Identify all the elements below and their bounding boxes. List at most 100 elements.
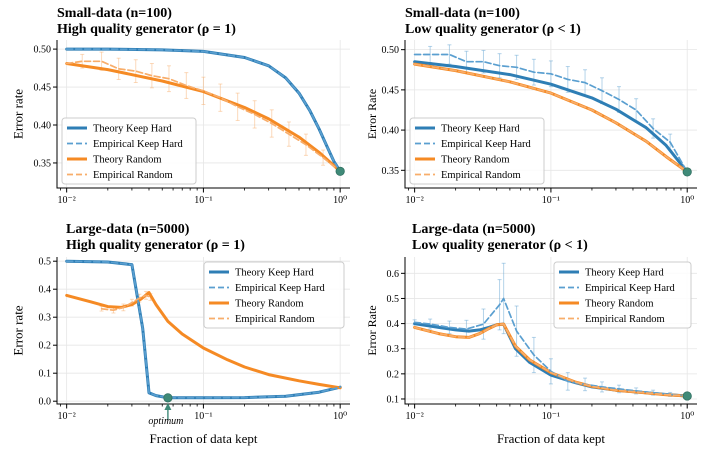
legend-label: Theory Random <box>235 299 304 310</box>
legend-label: Empirical Random <box>441 170 521 181</box>
legend-entry: Empirical Keep Hard <box>209 283 326 294</box>
legend-label: Empirical Keep Hard <box>93 139 184 150</box>
x-axis-label: Fraction of data kept <box>150 431 258 446</box>
legend-entry: Empirical Random <box>67 170 173 181</box>
legend-entry: Empirical Keep Hard <box>67 139 184 150</box>
series-line-empirical-keep-hard <box>413 53 689 173</box>
x-tick-label: 10⁻¹ <box>542 411 560 422</box>
legend-entry: Theory Keep Hard <box>209 268 314 279</box>
series <box>65 259 342 403</box>
legend-label: Empirical Keep Hard <box>441 139 532 150</box>
legend-entry: Theory Keep Hard <box>67 124 172 135</box>
series-line-theory-random <box>65 62 342 173</box>
optimum-label: optimum <box>148 416 183 427</box>
panel-title-line2: Low quality generator (ρ < 1) <box>405 22 581 37</box>
panel-title-line1: Large-data (n=5000) <box>66 222 190 237</box>
y-tick-label: 0.35 <box>382 166 400 177</box>
panel-large-data-high-quality: Large-data (n=5000) High quality generat… <box>11 222 350 446</box>
legend-frame <box>553 261 692 329</box>
panel-title-line2: High quality generator (ρ = 1) <box>57 22 236 37</box>
legend-entry: Empirical Random <box>559 314 665 325</box>
axes: 0.0 0.1 0.2 0.3 0.4 0.5 10⁻² 10⁻¹ 10⁰ <box>39 257 350 422</box>
legend-label: Empirical Random <box>585 314 665 325</box>
endpoint-marker <box>163 393 173 403</box>
endpoint-marker <box>335 166 345 176</box>
x-tick-label: 10⁰ <box>680 195 694 206</box>
y-axis-label: Error Rate <box>365 305 379 355</box>
legend-entry: Theory Random <box>209 299 304 310</box>
panel-title-line1: Small-data (n=100) <box>57 6 172 21</box>
y-tick-label: 0.0 <box>39 397 52 408</box>
y-tick-label: 0.1 <box>387 394 400 405</box>
series-line-empirical-keep-hard <box>413 297 689 397</box>
legend-label: Theory Random <box>585 299 654 310</box>
y-tick-label: 0.6 <box>387 269 400 280</box>
axes: 0.35 0.40 0.45 0.50 10⁻² 10⁻¹ 10⁰ <box>382 40 697 206</box>
panel-title-line1: Small-data (n=100) <box>405 6 520 21</box>
legend-label: Theory Keep Hard <box>93 124 172 135</box>
y-tick-label: 0.45 <box>382 85 400 96</box>
legend-label: Theory Keep Hard <box>235 268 314 279</box>
legend: Theory Keep Hard Empirical Keep Hard The… <box>61 117 197 185</box>
legend-label: Theory Random <box>93 155 162 166</box>
optimum-arrowhead-icon <box>164 403 172 410</box>
y-tick-label: 0.3 <box>39 313 52 324</box>
y-tick-label: 0.45 <box>34 83 52 94</box>
x-tick-label: 10⁻² <box>405 411 423 422</box>
y-axis-label: Error Rate <box>365 89 379 139</box>
legend-frame <box>409 117 545 185</box>
legend-label: Theory Keep Hard <box>585 268 664 279</box>
legend-entry: Empirical Random <box>415 170 521 181</box>
y-axis-label: Error rate <box>11 305 26 355</box>
series-line-empirical-random <box>413 323 689 397</box>
x-tick-label: 10⁰ <box>333 195 347 206</box>
y-tick-label: 0.4 <box>39 285 52 296</box>
optimum-annotation: optimum <box>148 403 183 427</box>
series <box>413 53 692 177</box>
y-tick-label: 0.50 <box>382 45 400 56</box>
legend: Theory Keep Hard Empirical Keep Hard The… <box>203 261 345 329</box>
series-line-theory-keep-hard <box>413 60 689 174</box>
y-tick-label: 0.2 <box>39 341 52 352</box>
y-tick-label: 0.5 <box>387 294 400 305</box>
legend: Theory Keep Hard Empirical Keep Hard The… <box>409 117 545 185</box>
legend-entry: Theory Keep Hard <box>415 124 520 135</box>
y-tick-label: 0.4 <box>387 319 400 330</box>
series-line-empirical-keep-hard <box>65 260 342 399</box>
x-tick-label: 10⁻¹ <box>194 195 212 206</box>
y-tick-label: 0.3 <box>387 344 400 355</box>
x-tick-label: 10⁻¹ <box>194 411 212 422</box>
legend-entry: Theory Random <box>67 155 162 166</box>
legend-label: Empirical Random <box>235 314 315 325</box>
series-line-empirical-random <box>413 63 689 173</box>
y-tick-label: 0.50 <box>34 45 52 56</box>
axes: 0.1 0.2 0.3 0.4 0.5 0.6 10⁻² 10⁻¹ 10⁰ <box>387 257 697 422</box>
legend-frame <box>203 261 345 329</box>
endpoint-marker <box>682 167 692 177</box>
y-tick-label: 0.40 <box>34 121 52 132</box>
series <box>65 47 345 176</box>
panel-small-data-low-quality: Small-data (n=100) Low quality generator… <box>365 6 697 206</box>
series-line-theory-random <box>65 291 342 390</box>
legend-entry: Theory Random <box>415 155 510 166</box>
legend-label: Theory Random <box>441 155 510 166</box>
legend-label: Theory Keep Hard <box>441 124 520 135</box>
panel-title-line2: Low quality generator (ρ < 1) <box>412 238 588 253</box>
legend-entry: Theory Random <box>559 299 654 310</box>
x-tick-label: 10⁻² <box>58 195 76 206</box>
legend: Theory Keep Hard Empirical Keep Hard The… <box>553 261 692 329</box>
endpoint-marker <box>682 391 692 401</box>
y-tick-label: 0.2 <box>387 369 400 380</box>
panel-large-data-low-quality: Large-data (n=5000) Low quality generato… <box>365 222 697 446</box>
legend-entry: Empirical Keep Hard <box>415 139 532 150</box>
x-axis-label: Fraction of data kept <box>497 431 605 446</box>
panel-title-line1: Large-data (n=5000) <box>412 222 536 237</box>
x-tick-label: 10⁻² <box>405 195 423 206</box>
panel-small-data-high-quality: Small-data (n=100) High quality generato… <box>11 6 350 206</box>
y-tick-label: 0.35 <box>34 158 52 169</box>
legend-entry: Empirical Random <box>209 314 315 325</box>
legend-label: Empirical Random <box>93 170 173 181</box>
y-axis-label: Error rate <box>11 89 26 139</box>
